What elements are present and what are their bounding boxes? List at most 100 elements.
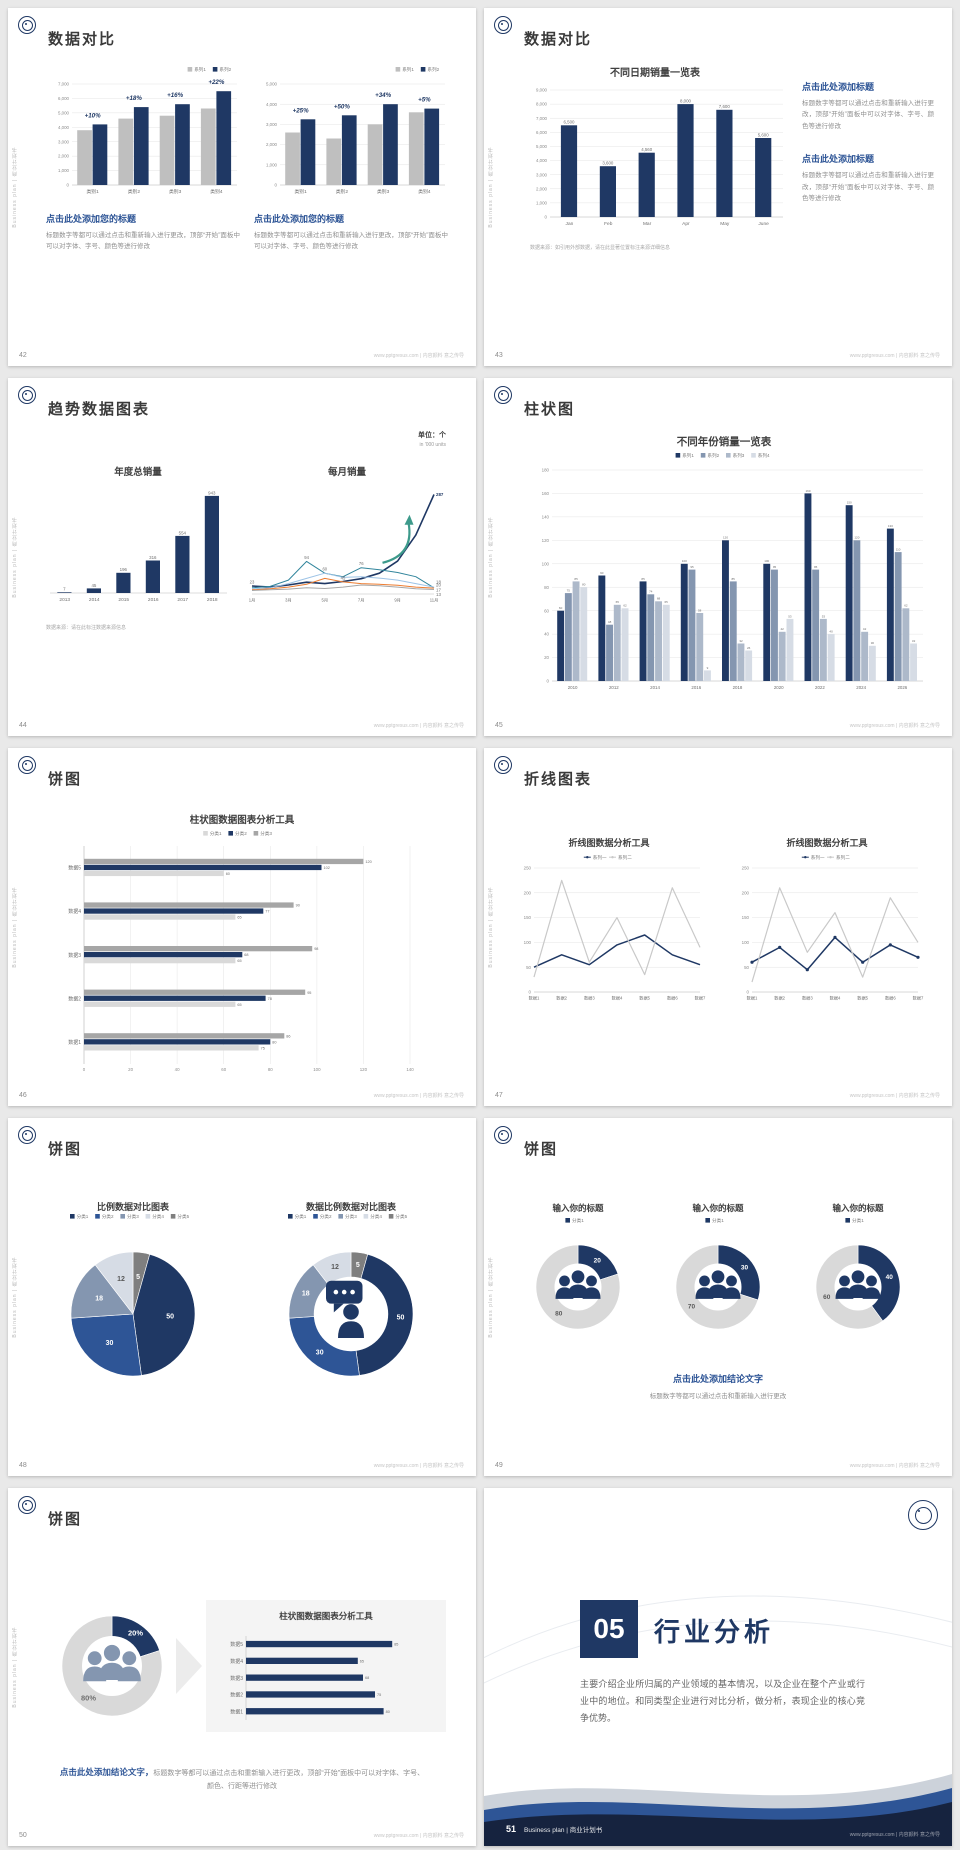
svg-text:2018: 2018	[733, 685, 743, 690]
svg-text:2016: 2016	[691, 685, 701, 690]
multi-series-bar-chart: 0 20 40 60 80 100 120 140 160 180 2010 60 75 85 80 2012…	[526, 452, 926, 694]
svg-text:110: 110	[896, 548, 901, 552]
svg-text:Mar: Mar	[643, 221, 652, 227]
text-block-body: 标题数字等都可以通过点击和重新输入进行更改，顶部“开始”面板中可以对字体、字号、…	[46, 232, 240, 251]
svg-text:20: 20	[436, 583, 441, 588]
svg-text:6,500: 6,500	[564, 120, 576, 125]
chart-title: 柱状图数据图表分析工具	[189, 815, 295, 826]
svg-text:0: 0	[275, 183, 278, 188]
slide-49: Business plan | 商业计划书 饼图 输入你的标题 输入你的标题 输…	[484, 1118, 952, 1476]
svg-text:2020: 2020	[774, 685, 784, 690]
svg-text:系列2: 系列2	[427, 66, 439, 73]
section-body: 主要介绍企业所归属的产业领域的基本情况，以及企业在整个产业或行业中的地位。和同类…	[580, 1679, 865, 1724]
svg-text:类别3: 类别3	[169, 188, 182, 195]
svg-text:2014: 2014	[650, 685, 660, 690]
slide-footer: www.pptgresus.com | 内容颜料 意之传导	[849, 723, 940, 729]
svg-text:80%: 80%	[81, 1693, 96, 1702]
text-block: 点击此处添加标题 标题数字等都可以通过点击和重新输入进行更改，顶部“开始”面板中…	[802, 152, 934, 204]
slide-50: Business plan | 商业计划书 饼图 20% 80% 柱状图数据图表分…	[8, 1488, 476, 1846]
svg-text:80: 80	[555, 1311, 563, 1318]
slide-footer: www.pptgresus.com | 内容颜料 意之传导	[849, 353, 940, 359]
svg-text:120: 120	[365, 860, 371, 864]
svg-text:0: 0	[529, 990, 532, 995]
svg-text:+10%: +10%	[85, 112, 101, 119]
page-number: 43	[495, 352, 503, 359]
unit-en: in '000 units	[419, 442, 446, 448]
svg-text:68: 68	[244, 953, 248, 957]
svg-text:+18%: +18%	[126, 95, 142, 102]
text-block: 点击此处添加您的标题 标题数字等都可以通过点击和重新输入进行更改，顶部“开始”面…	[46, 212, 240, 253]
svg-text:分类1: 分类1	[210, 830, 222, 837]
svg-text:系列3: 系列3	[733, 452, 745, 459]
svg-text:60: 60	[226, 872, 230, 876]
svg-text:数据4: 数据4	[612, 995, 623, 1002]
svg-text:5: 5	[136, 1274, 140, 1281]
svg-text:85: 85	[394, 1643, 398, 1647]
svg-text:13: 13	[436, 592, 441, 597]
svg-text:+34%: +34%	[375, 92, 391, 99]
svg-text:分类1: 分类1	[852, 1218, 864, 1224]
svg-text:65: 65	[237, 1003, 241, 1007]
svg-text:5,000: 5,000	[536, 144, 548, 149]
side-brand-label: Business plan | 商业计划书	[12, 1256, 18, 1338]
section-title: 行业分析	[654, 1617, 775, 1647]
svg-text:类别1: 类别1	[294, 188, 307, 195]
svg-text:5,000: 5,000	[266, 82, 278, 87]
svg-text:系列二: 系列二	[618, 854, 632, 861]
slide-48: Business plan | 商业计划书 饼图 比例数据对比图表 分类1 分类2…	[8, 1118, 476, 1476]
svg-text:120: 120	[360, 1067, 368, 1072]
svg-text:18: 18	[302, 1291, 310, 1298]
svg-text:65: 65	[237, 959, 241, 963]
donut-chart-3: 分类1 40 60	[808, 1218, 908, 1346]
svg-text:分类1: 分类1	[77, 1214, 89, 1220]
svg-text:42: 42	[781, 627, 785, 631]
svg-text:80: 80	[582, 583, 586, 587]
svg-text:8,000: 8,000	[680, 99, 692, 104]
grouped-bar-chart-right: 0 1,000 2,000 3,000 4,000 5,000 类别1 +25% 类别2 +50%…	[254, 66, 448, 198]
svg-text:40: 40	[886, 1274, 894, 1281]
svg-text:150: 150	[524, 915, 532, 920]
brand-logo-icon	[18, 16, 36, 34]
svg-text:100: 100	[764, 559, 769, 563]
svg-text:0: 0	[545, 215, 548, 220]
svg-text:类别3: 类别3	[377, 188, 390, 195]
svg-text:75: 75	[377, 1693, 381, 1697]
svg-text:分类5: 分类5	[395, 1214, 407, 1220]
svg-text:943: 943	[208, 490, 216, 495]
svg-text:160: 160	[542, 491, 550, 496]
brand-logo-icon	[494, 1126, 512, 1144]
svg-text:94: 94	[304, 555, 309, 560]
svg-text:2024: 2024	[856, 685, 866, 690]
svg-text:78: 78	[268, 997, 272, 1001]
svg-text:120: 120	[723, 536, 728, 540]
text-blocks: 点击此处添加标题 标题数字等都可以通过点击和重新输入进行更改，顶部“开始”面板中…	[802, 80, 934, 224]
svg-text:分类2: 分类2	[235, 830, 247, 837]
svg-text:32: 32	[739, 639, 743, 643]
svg-text:100: 100	[542, 561, 550, 566]
svg-text:+5%: +5%	[418, 97, 431, 104]
svg-text:20: 20	[128, 1067, 133, 1072]
svg-text:32: 32	[912, 639, 916, 643]
svg-text:1,000: 1,000	[536, 200, 548, 205]
arrow-shape	[176, 1638, 202, 1694]
svg-text:Feb: Feb	[604, 221, 613, 227]
slide-47: Business plan | 商业计划书 折线图表 折线图数据分析工具 0 50…	[484, 748, 952, 1106]
side-brand-label: Business plan | 商业计划书	[12, 886, 18, 968]
panel-title: 柱状图数据图表分析工具	[279, 1611, 373, 1621]
svg-text:数据2: 数据2	[230, 1692, 243, 1699]
brand-logo-icon	[18, 386, 36, 404]
svg-text:98: 98	[314, 947, 318, 951]
svg-text:7,000: 7,000	[536, 116, 548, 121]
slides-grid: Business plan | 商业计划书 数据对比 0 1,000 2,000 3,…	[8, 8, 952, 1846]
page-number: 44	[19, 722, 27, 729]
svg-text:2018: 2018	[207, 597, 218, 603]
svg-text:40: 40	[544, 632, 549, 637]
svg-text:77: 77	[265, 910, 269, 914]
svg-text:数据4: 数据4	[230, 1658, 243, 1665]
text-block: 点击此处添加您的标题 标题数字等都可以通过点击和重新输入进行更改，顶部“开始”面…	[254, 212, 448, 253]
side-brand-label: Business plan | 商业计划书	[12, 516, 18, 598]
svg-text:90: 90	[296, 904, 300, 908]
svg-text:160: 160	[805, 489, 810, 493]
svg-text:62: 62	[623, 604, 627, 608]
conclusion-text: 点击此处添加结论文字，标题数字等都可以通过点击和重新输入进行更改，顶部“开始”面…	[58, 1765, 426, 1793]
